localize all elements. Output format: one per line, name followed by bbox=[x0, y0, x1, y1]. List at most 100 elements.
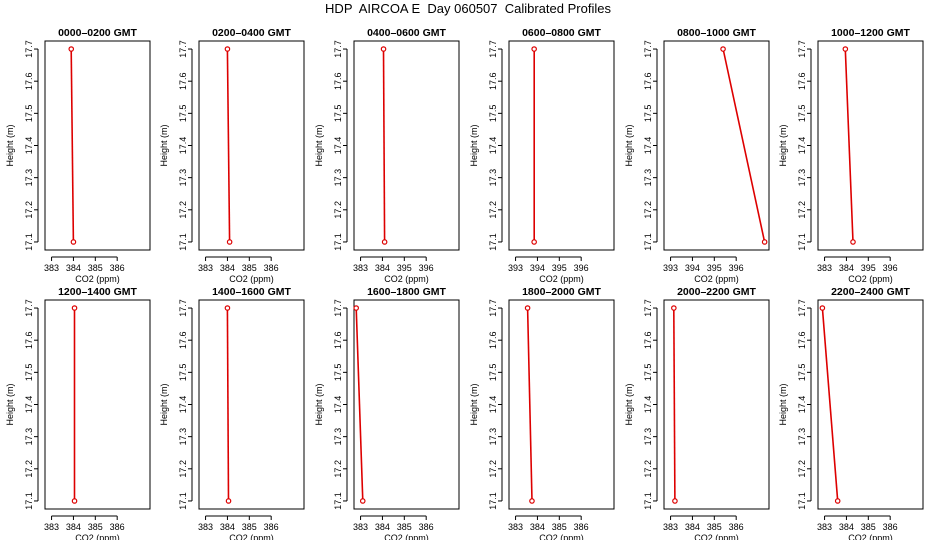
y-tick-label: 17.5 bbox=[643, 105, 653, 123]
x-tick-label: 383 bbox=[44, 522, 59, 532]
y-tick-label: 17.1 bbox=[488, 492, 498, 510]
x-axis-label: CO2 (ppm) bbox=[848, 533, 893, 540]
data-point bbox=[531, 239, 537, 245]
x-tick-label: 386 bbox=[264, 522, 279, 532]
y-tick-label: 17.1 bbox=[24, 492, 34, 510]
y-tick-label: 17.4 bbox=[333, 137, 343, 155]
panel-title: 0200–0400 GMT bbox=[212, 27, 291, 39]
x-tick-label: 384 bbox=[66, 263, 81, 273]
y-tick-label: 17.3 bbox=[643, 169, 653, 187]
y-tick-label: 17.5 bbox=[333, 105, 343, 123]
y-tick-label: 17.3 bbox=[178, 428, 188, 446]
y-tick-label: 17.4 bbox=[178, 137, 188, 155]
y-tick-label: 17.3 bbox=[643, 428, 653, 446]
y-tick-label: 17.5 bbox=[488, 105, 498, 123]
x-tick-label: 383 bbox=[817, 263, 832, 273]
x-tick-label: 384 bbox=[685, 522, 700, 532]
x-tick-label: 384 bbox=[839, 522, 854, 532]
x-axis-label: CO2 (ppm) bbox=[384, 533, 429, 540]
y-tick-label: 17.5 bbox=[488, 364, 498, 382]
y-tick-label: 17.1 bbox=[797, 233, 807, 251]
y-tick-label: 17.5 bbox=[24, 105, 34, 123]
y-tick-label: 17.2 bbox=[333, 460, 343, 478]
y-tick-label: 17.5 bbox=[333, 364, 343, 382]
y-tick-label: 17.3 bbox=[333, 428, 343, 446]
y-tick-label: 17.2 bbox=[178, 201, 188, 219]
y-tick-label: 17.3 bbox=[24, 428, 34, 446]
x-tick-label: 384 bbox=[66, 522, 81, 532]
data-point bbox=[225, 498, 232, 504]
y-tick-label: 17.6 bbox=[797, 72, 807, 90]
profile-line bbox=[70, 48, 75, 243]
x-tick-label: 386 bbox=[729, 522, 744, 532]
plot-frame bbox=[817, 299, 924, 510]
y-tick-label: 17.7 bbox=[24, 40, 34, 58]
plot-frame bbox=[198, 299, 305, 510]
plot-frame bbox=[198, 40, 305, 251]
x-tick-label: 383 bbox=[198, 263, 213, 273]
y-tick-label: 17.4 bbox=[488, 396, 498, 414]
x-axis-label: CO2 (ppm) bbox=[75, 274, 120, 284]
data-point bbox=[672, 498, 678, 504]
y-tick-label: 17.2 bbox=[643, 460, 653, 478]
figure-title: HDP AIRCOA E Day 060507 Calibrated Profi… bbox=[325, 1, 611, 16]
x-tick-label: 386 bbox=[264, 263, 279, 273]
data-point bbox=[850, 239, 856, 245]
y-tick-label: 17.6 bbox=[488, 72, 498, 90]
data-point bbox=[842, 46, 849, 52]
x-tick-label: 386 bbox=[110, 522, 125, 532]
y-axis-label: Height (m) bbox=[5, 383, 15, 425]
y-tick-label: 17.2 bbox=[333, 201, 343, 219]
x-tick-label: 396 bbox=[883, 263, 898, 273]
panel-title: 0400–0600 GMT bbox=[367, 27, 446, 39]
y-tick-label: 17.3 bbox=[488, 169, 498, 187]
x-tick-label: 383 bbox=[508, 522, 523, 532]
y-tick-label: 17.7 bbox=[24, 299, 34, 317]
y-tick-label: 17.7 bbox=[797, 299, 807, 317]
x-tick-label: 386 bbox=[110, 263, 125, 273]
y-tick-label: 17.5 bbox=[24, 364, 34, 382]
x-tick-label: 385 bbox=[397, 522, 412, 532]
data-point bbox=[226, 239, 233, 245]
y-axis-label: Height (m) bbox=[159, 383, 169, 425]
x-tick-label: 386 bbox=[883, 522, 898, 532]
profile-line bbox=[673, 307, 676, 502]
y-tick-label: 17.2 bbox=[643, 201, 653, 219]
data-point bbox=[353, 305, 359, 311]
x-tick-label: 383 bbox=[663, 522, 678, 532]
x-axis-label: CO2 (ppm) bbox=[75, 533, 120, 540]
data-point bbox=[524, 305, 531, 311]
plot-frame bbox=[44, 299, 151, 510]
x-tick-label: 395 bbox=[552, 263, 567, 273]
data-point bbox=[381, 239, 388, 245]
y-tick-label: 17.7 bbox=[178, 40, 188, 58]
x-tick-label: 395 bbox=[707, 263, 722, 273]
data-point bbox=[224, 46, 231, 52]
data-point bbox=[761, 239, 768, 245]
plot-frame bbox=[353, 40, 460, 251]
profile-line bbox=[526, 307, 533, 502]
y-tick-label: 17.5 bbox=[797, 105, 807, 123]
plot-frame bbox=[663, 40, 770, 251]
y-axis-label: Height (m) bbox=[159, 124, 169, 166]
data-point bbox=[224, 305, 231, 311]
data-point bbox=[71, 498, 78, 504]
x-tick-label: 385 bbox=[707, 522, 722, 532]
x-tick-label: 383 bbox=[817, 522, 832, 532]
y-tick-label: 17.4 bbox=[333, 396, 343, 414]
x-axis-label: CO2 (ppm) bbox=[539, 274, 584, 284]
y-tick-label: 17.3 bbox=[333, 169, 343, 187]
plot-frame bbox=[508, 299, 615, 510]
x-tick-label: 386 bbox=[574, 522, 589, 532]
y-tick-label: 17.7 bbox=[797, 40, 807, 58]
x-axis-label: CO2 (ppm) bbox=[384, 274, 429, 284]
y-axis-label: Height (m) bbox=[778, 383, 788, 425]
y-tick-label: 17.7 bbox=[488, 299, 498, 317]
